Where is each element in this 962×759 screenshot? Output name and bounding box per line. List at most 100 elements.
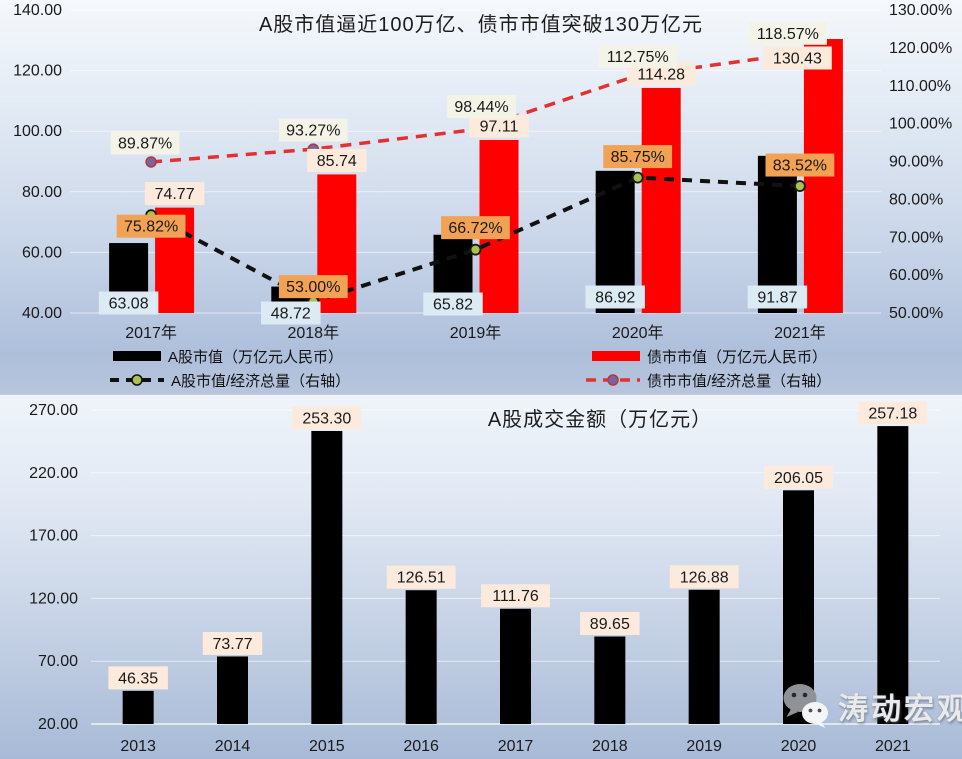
a-share-pct-label: 75.82%	[124, 219, 178, 236]
x-axis-label: 2016	[403, 738, 439, 755]
a-share-value-label-bg	[747, 285, 808, 309]
a-share-value-label: 91.87	[757, 290, 797, 307]
a-share-value-label: 65.82	[433, 297, 473, 314]
x-axis-label: 2021年	[774, 324, 826, 342]
bond-value-label-bg	[469, 114, 529, 138]
right-axis-tick: 80.00%	[889, 191, 943, 208]
left-axis-tick: 140.00	[13, 2, 62, 19]
y-axis-tick: 170.00	[29, 528, 78, 545]
turnover-value-label-bg	[292, 406, 362, 430]
turnover-bar	[500, 608, 531, 724]
legend-label: 债市市值（万亿元人民币）	[647, 348, 828, 366]
x-axis-label: 2014	[215, 738, 251, 755]
y-axis-tick: 20.00	[38, 716, 78, 733]
right-axis-tick: 50.00%	[889, 305, 943, 322]
red-dashed-line-swatch	[586, 374, 640, 386]
turnover-bar	[122, 690, 154, 724]
x-axis-label: 2020	[781, 738, 817, 755]
turnover-value-label: 253.30	[302, 410, 351, 427]
y-axis-tick: 220.00	[29, 465, 78, 482]
turnover-bar	[311, 430, 343, 724]
turnover-bar	[594, 636, 626, 724]
wechat-icon	[783, 684, 828, 728]
black-bar-swatch	[113, 351, 161, 361]
legend-bond-gdp-line: 债市市值/经济总量（右轴）	[584, 370, 831, 390]
legend-label: A股市值/经济总量（右轴）	[171, 372, 351, 390]
a-share-value-label: 48.72	[271, 306, 311, 323]
turnover-value-label-bg	[202, 631, 263, 655]
left-axis-tick: 100.00	[13, 123, 62, 140]
bond-value-label: 97.11	[480, 118, 519, 135]
turnover-value-label: 257.18	[868, 406, 917, 423]
turnover-bar	[405, 590, 437, 724]
x-axis-label: 2017年	[125, 324, 177, 342]
bond-value-label-bg	[144, 182, 205, 206]
x-axis-label: 2013	[120, 738, 156, 755]
x-axis-label: 2021	[875, 738, 911, 755]
left-axis-tick: 120.00	[13, 63, 62, 80]
turnover-value-label: 73.77	[212, 636, 252, 653]
market-cap-chart-panel: 140.00 120.00 100.00 80.00 60.00 40.00 130.00%…	[0, 0, 962, 394]
bond-pct-label-bg	[278, 118, 348, 142]
black-dashed-line-swatch	[110, 374, 164, 386]
bond-pct-label-bg	[447, 95, 516, 119]
turnover-value-label-bg	[669, 565, 739, 589]
legend-label: A股市值（万亿元人民币）	[168, 348, 344, 366]
right-axis-tick: 100.00%	[889, 116, 952, 133]
bond-pct-label: 98.44%	[454, 99, 508, 116]
right-axis-tick: 90.00%	[889, 154, 943, 171]
bond-pct-label-bg	[748, 21, 827, 45]
turnover-bar	[877, 426, 909, 724]
a-share-gdp-marker	[794, 180, 806, 192]
bond-pct-label: 112.75%	[607, 49, 669, 66]
right-axis-tick: 70.00%	[889, 229, 943, 246]
x-axis-label: 2018年	[287, 324, 339, 342]
turnover-value-label-bg	[481, 584, 550, 608]
a-share-value-label: 86.92	[595, 290, 635, 307]
bond-value-label: 114.28	[637, 66, 685, 83]
left-axis-tick: 80.00	[22, 184, 62, 201]
a-share-pct-label: 85.75%	[611, 149, 665, 166]
a-share-value-label-bg	[98, 291, 159, 315]
red-bar-swatch	[592, 351, 640, 361]
market-cap-chart: 140.00 120.00 100.00 80.00 60.00 40.00 130.00%…	[13, 2, 952, 342]
bond-pct-label-bg	[598, 44, 677, 68]
a-share-gdp-marker	[631, 171, 644, 184]
legend-a-share-gdp-line: A股市值/经济总量（右轴）	[108, 370, 350, 390]
bond-bar	[641, 87, 681, 313]
turnover-value-label: 89.65	[590, 616, 630, 633]
x-axis-label: 2019	[686, 738, 722, 755]
a-share-gdp-line	[150, 175, 801, 304]
bond-gdp-marker	[145, 156, 157, 168]
bond-value-label: 130.43	[773, 50, 822, 67]
a-share-pct-label-bg	[603, 145, 673, 169]
bond-pct-label: 118.57%	[757, 26, 819, 43]
turnover-chart-panel: 270.00 220.00 170.00 120.00 70.00 20.00 2013 20…	[0, 394, 962, 759]
turnover-chart: 270.00 220.00 170.00 120.00 70.00 20.00 2013 20…	[29, 401, 940, 755]
y-axis-tick: 120.00	[29, 590, 78, 607]
bond-value-label-bg	[763, 46, 832, 70]
right-axis-tick: 120.00%	[889, 40, 952, 57]
turnover-value-label-bg	[764, 465, 833, 489]
turnover-value-label: 46.35	[118, 670, 158, 687]
a-share-gdp-marker	[469, 243, 482, 256]
bond-value-label-bg	[626, 62, 696, 86]
a-share-pct-label-bg	[116, 214, 186, 238]
x-axis-label: 2015	[309, 738, 345, 755]
bond-value-label-bg	[307, 148, 367, 172]
turnover-value-label-bg	[580, 612, 640, 636]
watermark-text: 涛动宏观	[838, 693, 962, 726]
left-axis-tick: 40.00	[22, 305, 62, 322]
bond-value-label: 74.77	[155, 186, 195, 203]
legend-bond-bar: 债市市值（万亿元人民币）	[592, 346, 827, 366]
a-share-value-label: 63.08	[109, 296, 149, 313]
a-share-pct-label-bg	[278, 275, 348, 299]
x-axis-label: 2018	[592, 738, 628, 755]
turnover-value-label: 126.88	[680, 569, 729, 586]
turnover-value-label: 206.05	[774, 470, 823, 487]
right-axis-tick: 110.00%	[889, 78, 951, 95]
watermark: 涛动宏观	[782, 683, 962, 729]
a-share-pct-label: 66.72%	[448, 220, 502, 237]
bond-value-label: 85.74	[317, 153, 357, 170]
a-share-pct-label-bg	[441, 216, 510, 240]
